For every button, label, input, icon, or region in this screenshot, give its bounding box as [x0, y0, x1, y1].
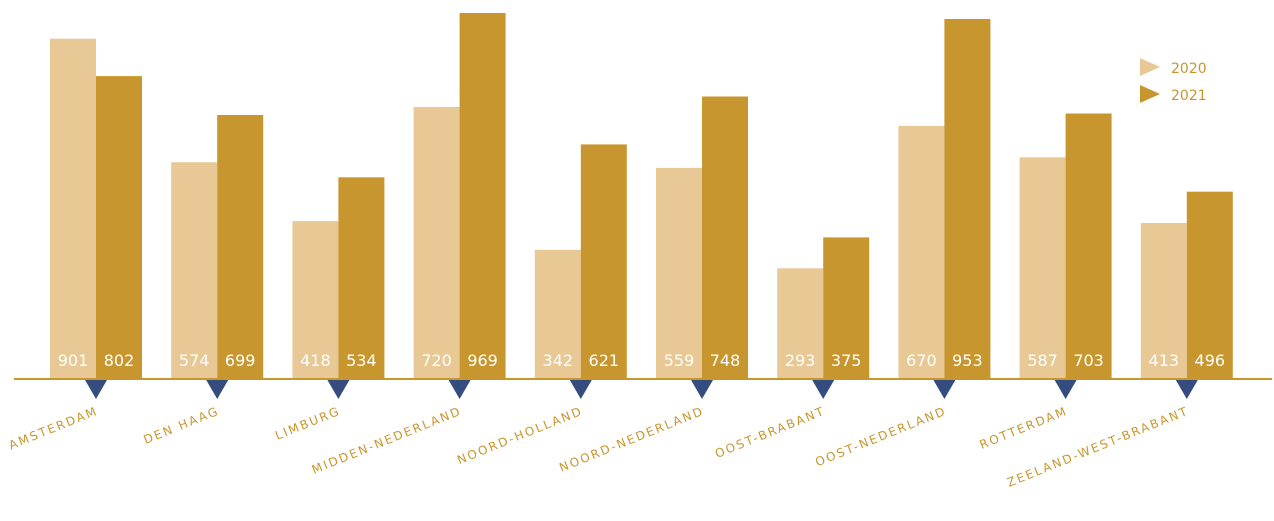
bar-rotterdam-2020 — [1019, 157, 1066, 379]
bar-zeeland-west-brabant-2021 — [1186, 191, 1233, 379]
bar-oost-nederland-2020 — [898, 125, 945, 380]
category-marker-rotterdam — [1054, 380, 1077, 399]
data-label-oost-brabant-2021: 375 — [831, 351, 862, 370]
bar-oost-nederland-2021 — [944, 19, 991, 379]
legend-marker-2021 — [1140, 85, 1160, 103]
data-label-oost-nederland-2021: 953 — [952, 351, 983, 370]
bar-midden-nederland-2020 — [413, 107, 460, 379]
data-label-noord-nederland-2020: 559 — [664, 351, 695, 370]
data-label-rotterdam-2020: 587 — [1027, 351, 1058, 370]
data-label-amsterdam-2020: 901 — [58, 351, 89, 370]
x-tick-label-oost-brabant: OOST-BRABANT — [713, 404, 827, 461]
category-marker-noord-holland — [569, 380, 592, 399]
data-label-midden-nederland-2020: 720 — [421, 351, 452, 370]
data-label-noord-holland-2020: 342 — [543, 351, 574, 370]
category-marker-noord-nederland — [691, 380, 713, 399]
bar-amsterdam-2020 — [50, 38, 96, 379]
data-label-noord-holland-2021: 621 — [589, 351, 620, 370]
bar-zeeland-west-brabant-2020 — [1140, 223, 1187, 379]
category-marker-zeeland-west-brabant — [1175, 380, 1198, 399]
data-label-zeeland-west-brabant-2020: 413 — [1149, 351, 1180, 370]
data-label-amsterdam-2021: 802 — [104, 351, 135, 370]
bar-midden-nederland-2021 — [459, 13, 506, 379]
legend: 2020 2021 — [1140, 58, 1207, 104]
data-label-oost-brabant-2020: 293 — [785, 351, 816, 370]
bar-den-haag-2020 — [171, 162, 218, 379]
x-tick-label-oost-nederland: OOST-NEDERLAND — [813, 404, 948, 469]
x-tick-label-amsterdam: AMSTERDAM — [7, 404, 100, 453]
legend-label-2020: 2020 — [1171, 61, 1207, 77]
category-marker-limburg — [327, 380, 350, 399]
x-tick-label-limburg: LIMBURG — [273, 404, 342, 443]
data-label-den-haag-2021: 699 — [225, 351, 256, 370]
category-marker-den-haag — [206, 380, 229, 399]
bar-noord-holland-2020 — [534, 249, 581, 379]
bar-oost-brabant-2021 — [823, 237, 870, 379]
data-label-oost-nederland-2020: 670 — [906, 351, 937, 370]
legend-label-2021: 2021 — [1171, 88, 1207, 104]
bar-rotterdam-2021 — [1065, 113, 1112, 379]
data-label-limburg-2020: 418 — [300, 351, 331, 370]
data-label-den-haag-2020: 574 — [179, 351, 210, 370]
bar-amsterdam-2021 — [96, 76, 142, 379]
bar-noord-nederland-2020 — [656, 167, 702, 379]
bar-den-haag-2021 — [217, 115, 264, 379]
bar-noord-nederland-2021 — [702, 96, 748, 379]
data-label-zeeland-west-brabant-2021: 496 — [1195, 351, 1226, 370]
bar-noord-holland-2021 — [580, 144, 627, 379]
category-marker-oost-brabant — [812, 380, 835, 399]
bar-limburg-2021 — [338, 177, 385, 379]
data-label-noord-nederland-2021: 748 — [710, 351, 741, 370]
category-marker-oost-nederland — [933, 380, 956, 399]
bar-oost-brabant-2020 — [777, 268, 824, 379]
category-marker-midden-nederland — [448, 380, 471, 399]
bar-limburg-2020 — [292, 221, 339, 379]
x-tick-label-rotterdam: ROTTERDAM — [978, 404, 1070, 452]
category-marker-amsterdam — [85, 380, 107, 399]
legend-marker-2020 — [1140, 58, 1160, 76]
data-label-midden-nederland-2021: 969 — [467, 351, 498, 370]
data-label-rotterdam-2021: 703 — [1073, 351, 1104, 370]
x-tick-label-den-haag: DEN HAAG — [141, 404, 221, 447]
data-label-limburg-2021: 534 — [346, 351, 377, 370]
